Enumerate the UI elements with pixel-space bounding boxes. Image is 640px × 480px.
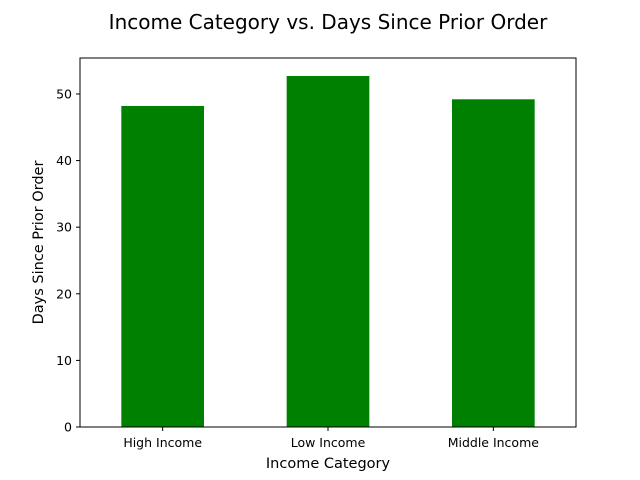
y-tick-label: 50 [56,86,72,101]
bar-low-income [286,75,370,427]
y-tick-label: 0 [64,420,72,435]
y-axis: 0 10 20 30 40 50 [56,86,80,435]
plot-frame [79,57,577,428]
y-tick-label: 30 [56,220,72,235]
bars-layer [121,75,535,428]
x-axis: High Income Low Income Middle Income [123,427,539,450]
y-axis-label: Days Since Prior Order [31,161,47,325]
chart-title: Income Category vs. Days Since Prior Ord… [109,10,548,34]
y-tick-label: 10 [56,353,72,368]
y-tick-label: 20 [56,286,72,301]
y-tick-label: 40 [56,153,72,168]
x-tick-label: Middle Income [448,435,540,450]
x-tick-label: High Income [123,435,202,450]
x-tick-label: Low Income [291,435,366,450]
x-axis-label: Income Category [266,456,391,472]
bar-middle-income [452,99,535,428]
bar-high-income [121,105,204,428]
